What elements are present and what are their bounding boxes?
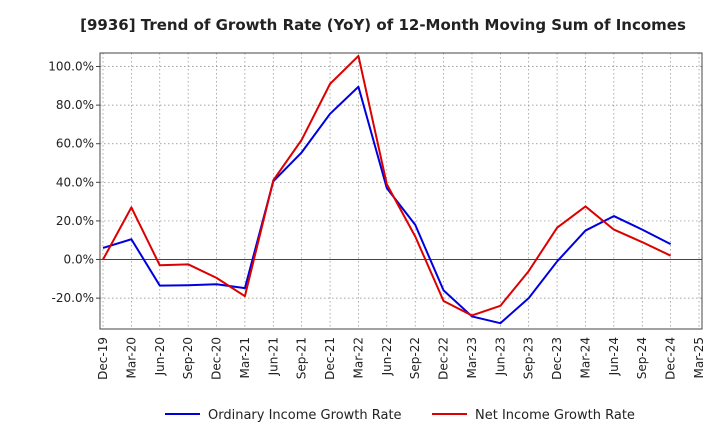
- x-tick-label: Dec-20: [210, 337, 224, 380]
- series-lines: [102, 54, 672, 325]
- series-line-ordinary-income: [102, 85, 672, 325]
- series-line-net-income: [102, 54, 672, 317]
- x-tick-label: Dec-21: [323, 337, 337, 380]
- x-tick-label: Dec-19: [96, 337, 110, 380]
- x-tick-label: Sep-21: [295, 337, 309, 379]
- x-tick-label: Jun-20: [153, 337, 167, 376]
- x-tick-label: Mar-25: [692, 337, 706, 378]
- x-tick-label: Mar-23: [465, 337, 479, 378]
- x-tick-label: Jun-24: [607, 337, 621, 376]
- x-tick-label: Sep-20: [181, 337, 195, 379]
- legend: Ordinary Income Growth Rate Net Income G…: [165, 408, 635, 423]
- y-tick-label: 0.0%: [64, 253, 95, 267]
- y-tick-label: 40.0%: [56, 175, 94, 189]
- x-axis-ticks: Dec-19 Mar-20 Jun-20 Sep-20 Dec-20 Mar-21 Jun-…: [96, 337, 706, 380]
- x-tick-label: Jun-23: [493, 337, 507, 376]
- x-tick-label: Mar-21: [238, 337, 252, 378]
- x-tick-label: Mar-22: [351, 337, 365, 378]
- x-tick-label: Mar-24: [578, 337, 592, 378]
- x-tick-label: Sep-23: [522, 337, 536, 379]
- x-tick-label: Mar-20: [124, 337, 138, 378]
- x-tick-label: Jun-21: [266, 337, 280, 376]
- grid-lines: [100, 53, 702, 329]
- x-tick-label: Sep-22: [408, 337, 422, 379]
- y-tick-label: 100.0%: [48, 60, 94, 74]
- legend-label-net-income: Net Income Growth Rate: [475, 408, 635, 423]
- y-tick-label: 20.0%: [56, 214, 94, 228]
- y-tick-label: 60.0%: [56, 137, 94, 151]
- y-axis-ticks: -20.0% 0.0% 20.0% 40.0% 60.0% 80.0% 100.0%: [48, 60, 100, 305]
- plot-frame: [99, 52, 703, 330]
- x-tick-label: Dec-22: [437, 337, 451, 380]
- y-tick-label: -20.0%: [52, 291, 94, 305]
- y-tick-label: 80.0%: [56, 98, 94, 112]
- legend-label-ordinary-income: Ordinary Income Growth Rate: [208, 408, 402, 423]
- x-tick-label: Dec-23: [550, 337, 564, 380]
- x-tick-label: Jun-22: [380, 337, 394, 376]
- x-tick-label: Dec-24: [664, 337, 678, 380]
- chart-title: [9936] Trend of Growth Rate (YoY) of 12-…: [80, 16, 686, 34]
- x-tick-label: Sep-24: [635, 337, 649, 379]
